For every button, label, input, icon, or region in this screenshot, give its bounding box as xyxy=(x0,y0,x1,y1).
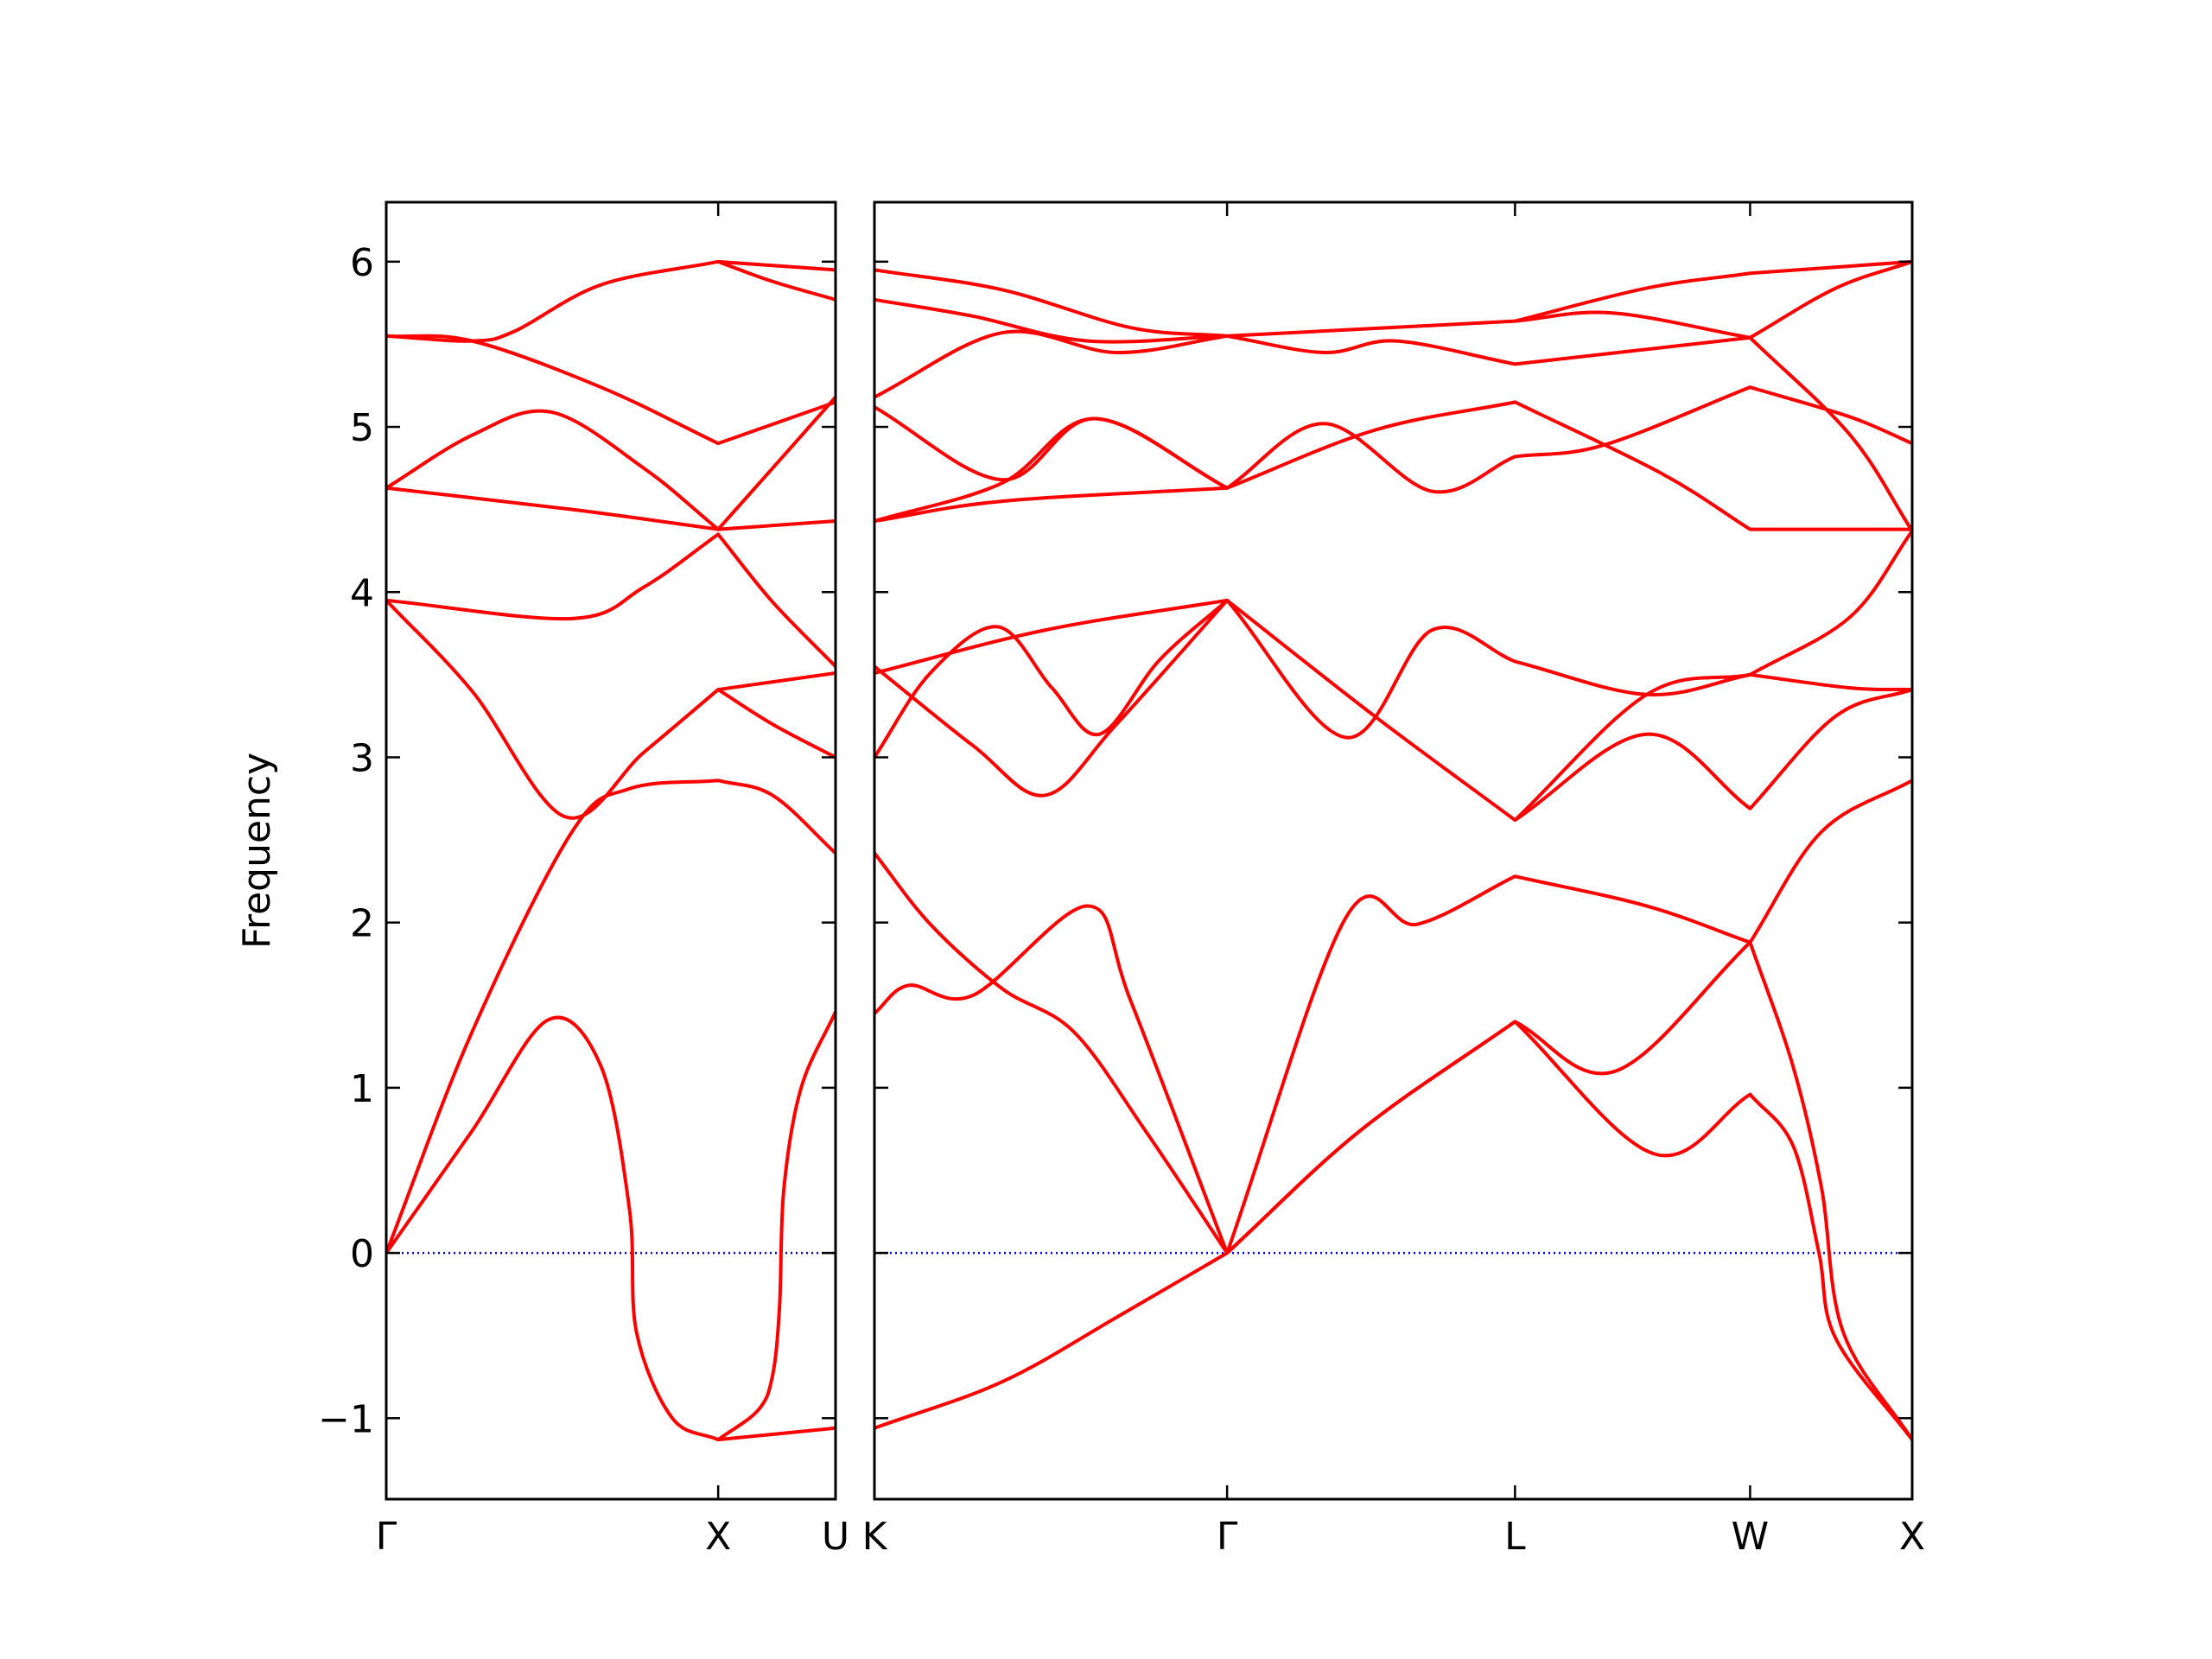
y-tick-label: 3 xyxy=(350,736,374,780)
y-tick-label: 6 xyxy=(350,241,374,285)
band-line xyxy=(873,904,1914,1441)
band-line xyxy=(874,598,1228,675)
axes-frame xyxy=(385,200,837,1501)
band-line xyxy=(717,259,836,302)
x-tick-label: Γ xyxy=(1217,1515,1238,1559)
y-tick-label: 1 xyxy=(350,1067,374,1111)
band-line xyxy=(874,400,1912,531)
y-tick-label: 0 xyxy=(350,1232,374,1276)
x-tick-label: W xyxy=(1732,1515,1770,1559)
band-line xyxy=(874,385,1913,523)
y-tick-label: 4 xyxy=(350,571,374,615)
band-line xyxy=(385,1011,837,1442)
band-line xyxy=(717,688,836,760)
y-tick-label: 2 xyxy=(350,902,374,946)
x-tick-label: X xyxy=(1899,1515,1925,1559)
y-tick-label: 5 xyxy=(350,406,374,450)
x-tick-label: L xyxy=(1504,1515,1526,1559)
band-line xyxy=(385,396,837,531)
x-tick-label: X xyxy=(705,1515,731,1559)
band-line xyxy=(873,598,1913,759)
y-tick-label: −1 xyxy=(318,1397,374,1441)
band-line xyxy=(1514,259,1913,323)
x-tick-label: U xyxy=(822,1515,849,1559)
x-tick-label: K xyxy=(862,1515,888,1559)
band-line xyxy=(874,329,1914,532)
band-line xyxy=(385,599,836,820)
band-line xyxy=(717,1426,836,1442)
y-axis-label: Frequency xyxy=(235,753,279,949)
band-line xyxy=(873,598,1913,823)
band-line xyxy=(385,259,836,343)
band-line xyxy=(874,405,1229,490)
band-line xyxy=(1513,530,1914,822)
band-line xyxy=(385,532,837,668)
band-line xyxy=(874,940,1914,1441)
x-tick-label: Γ xyxy=(376,1515,397,1559)
band-line xyxy=(385,486,836,531)
band-line xyxy=(385,334,836,446)
band-line xyxy=(385,779,837,1254)
band-line xyxy=(874,259,1913,344)
band-line xyxy=(873,779,1913,1255)
band-line xyxy=(874,268,1228,338)
axes-frame xyxy=(873,200,1914,1501)
